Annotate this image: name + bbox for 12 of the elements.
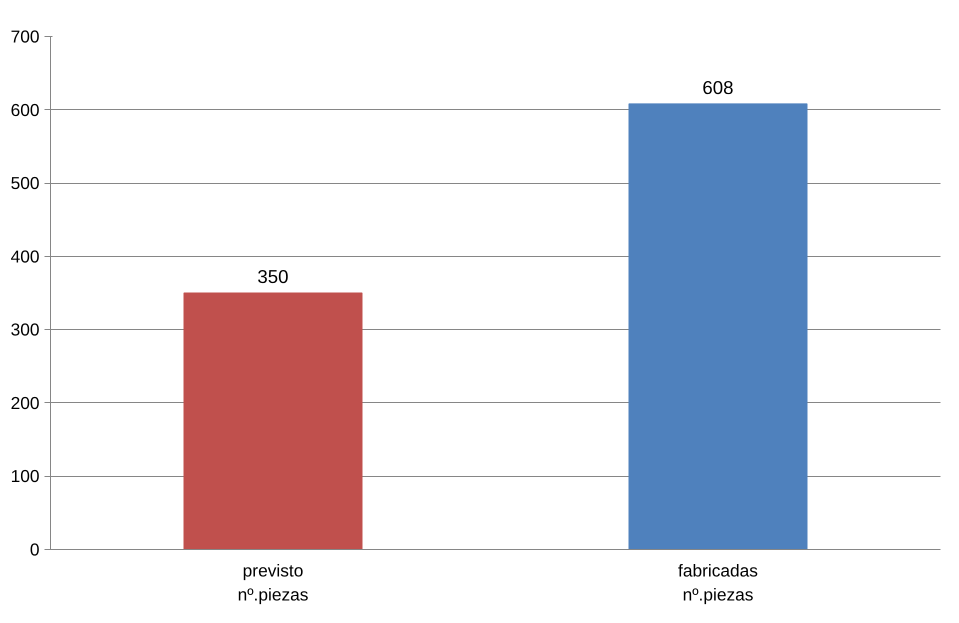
y-tick-label: 200: [10, 392, 40, 413]
x-tick-label: previsto nº.piezas: [238, 560, 309, 604]
x-tick-label: fabricadas nº.piezas: [678, 560, 758, 604]
y-tick-label: 500: [10, 173, 40, 194]
y-tick-label: 300: [10, 320, 40, 340]
y-tick-label: 0: [30, 540, 40, 560]
data-label: 350: [257, 266, 289, 287]
y-tick-label: 400: [10, 246, 40, 266]
data-label: 608: [702, 76, 734, 98]
y-tick-label: 700: [10, 26, 40, 46]
y-tick-label: 600: [10, 100, 40, 120]
y-tick-label: 100: [10, 466, 40, 486]
